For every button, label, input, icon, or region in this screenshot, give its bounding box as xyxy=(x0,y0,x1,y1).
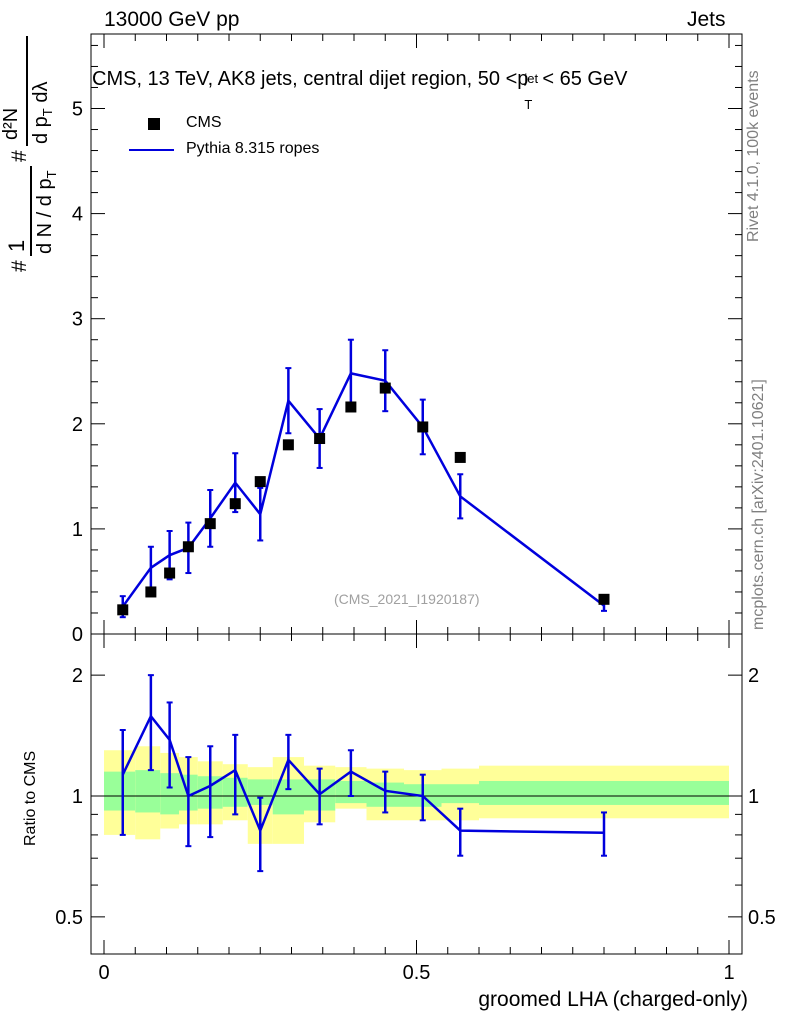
main-y-tick-label: 5 xyxy=(72,99,83,121)
main-y-tick-label: 2 xyxy=(72,414,83,436)
main-mc-line xyxy=(121,371,605,608)
cms-data-point xyxy=(229,498,241,510)
ratio-y-tick-label-right: 2 xyxy=(748,665,759,687)
x-tick-label: 0 xyxy=(98,962,109,984)
legend-mc-label: Pythia 8.315 ropes xyxy=(186,140,320,157)
y-label-numerator: d²N xyxy=(0,107,22,140)
cms-data-point xyxy=(204,518,216,530)
main-y-tick-label: 1 xyxy=(72,519,83,541)
y-label-fraction-bar xyxy=(30,166,32,256)
ratio-band-inner xyxy=(104,771,136,811)
ratio-y-tick-label-right: 1 xyxy=(748,786,759,808)
chart-title-prefix: CMS, 13 TeV, AK8 jets, central dijet reg… xyxy=(92,68,529,90)
analysis-watermark: (CMS_2021_I1920187) xyxy=(334,591,480,607)
ratio-y-tick-label: 2 xyxy=(72,665,83,687)
y-label-denominator-sub: T xyxy=(44,170,59,179)
x-tick-label: 0.5 xyxy=(403,962,431,984)
cms-data-point xyxy=(379,382,391,394)
chart-title-sub: T xyxy=(524,97,533,112)
chart-title-suffix: < 65 GeV xyxy=(542,68,628,90)
ratio-band-inner xyxy=(160,773,179,815)
cms-data-point xyxy=(145,586,157,598)
ratio-band-inner xyxy=(441,784,479,804)
cms-data-point xyxy=(417,421,429,433)
cms-data-point xyxy=(598,593,610,605)
x-tick-label: 1 xyxy=(723,962,734,984)
x-axis-label: groomed LHA (charged-only) xyxy=(478,988,748,1011)
rivet-label: Rivet 4.1.0, 100k events xyxy=(745,70,762,242)
cms-data-point xyxy=(345,401,357,413)
legend-mc-line xyxy=(129,149,174,151)
y-label-num-den-text: d p xyxy=(30,116,52,144)
legend-data-marker xyxy=(148,118,160,130)
y-label-denominator-text: d N / d p xyxy=(34,178,56,254)
cms-data-point xyxy=(164,567,176,579)
main-y-tick-label: 3 xyxy=(72,309,83,331)
cms-data-point xyxy=(182,541,194,553)
main-y-tick-label: 4 xyxy=(72,204,83,226)
cms-data-point xyxy=(314,433,326,445)
cms-data-point xyxy=(117,604,129,616)
y-label-fraction-bar-2 xyxy=(26,36,28,146)
y-label-num-den: d pT dλ xyxy=(30,82,55,144)
y-label-num-den-sub: T xyxy=(40,108,55,117)
chart-title-sup: jet xyxy=(524,71,539,86)
y-label-one: 1 xyxy=(4,239,29,252)
ratio-mc-line xyxy=(121,713,605,834)
cms-data-point xyxy=(282,439,294,451)
ratio-band-inner xyxy=(479,780,729,805)
ratio-y-tick-label-right: 0.5 xyxy=(748,907,776,929)
main-y-tick-label: 0 xyxy=(72,624,83,646)
legend-data-label: CMS xyxy=(186,114,222,131)
mcplots-label: mcplots.cern.ch [arXiv:2401.10621] xyxy=(750,379,767,630)
y-label-denominator: d N / d pT xyxy=(34,170,59,254)
main-y-axis-label: # 1 d N / d pT # d²N d pT dλ xyxy=(0,32,70,272)
y-label-lambda: dλ xyxy=(30,81,52,103)
y-label-hash-2: # xyxy=(8,150,31,162)
category-label: Jets xyxy=(687,8,726,31)
chart-title: CMS, 13 TeV, AK8 jets, central dijet reg… xyxy=(92,68,628,112)
ratio-y-tick-label: 0.5 xyxy=(55,907,83,929)
ratio-y-tick-label: 1 xyxy=(72,786,83,808)
ratio-band-inner xyxy=(135,770,161,813)
cms-data-point xyxy=(254,476,266,488)
cms-data-point xyxy=(454,451,466,463)
energy-label: 13000 GeV pp xyxy=(104,8,240,31)
ratio-y-axis-label: Ratio to CMS xyxy=(22,750,39,846)
y-label-hash-1: # xyxy=(8,260,31,272)
